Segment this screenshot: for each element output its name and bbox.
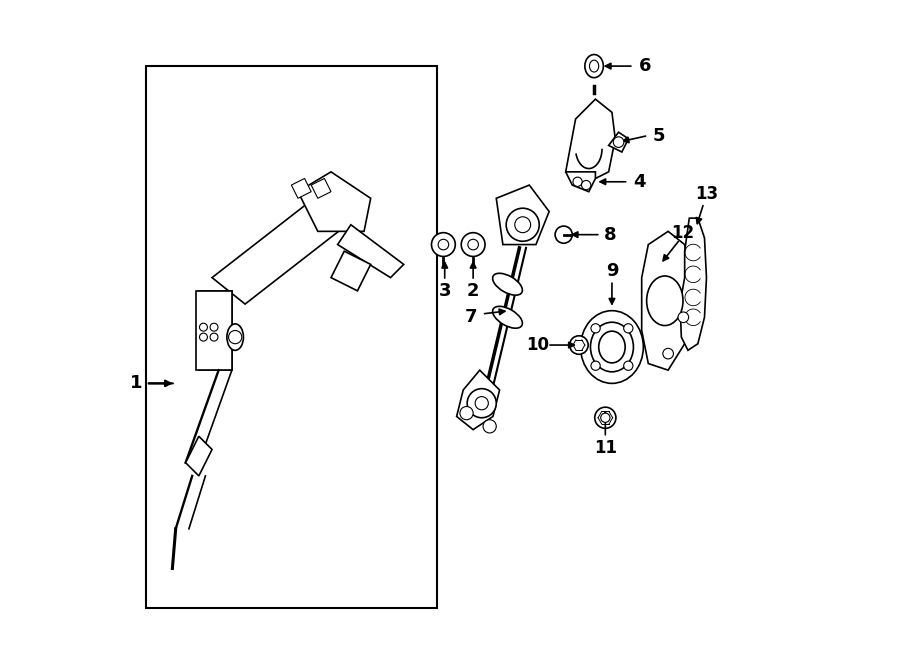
Circle shape: [591, 324, 600, 333]
Text: 3: 3: [438, 282, 451, 300]
Circle shape: [573, 177, 582, 186]
Circle shape: [210, 323, 218, 331]
Ellipse shape: [646, 276, 683, 326]
Polygon shape: [212, 185, 364, 304]
Text: 9: 9: [606, 262, 618, 280]
Polygon shape: [338, 225, 404, 278]
Polygon shape: [199, 291, 232, 370]
Circle shape: [467, 389, 496, 418]
Text: 2: 2: [467, 282, 480, 300]
Polygon shape: [311, 178, 331, 198]
Circle shape: [595, 407, 616, 428]
Polygon shape: [496, 185, 549, 245]
Circle shape: [200, 333, 207, 341]
Polygon shape: [608, 132, 628, 152]
Polygon shape: [456, 370, 500, 430]
Circle shape: [600, 413, 610, 422]
Polygon shape: [566, 99, 616, 178]
Ellipse shape: [590, 60, 598, 72]
Text: 11: 11: [594, 439, 616, 457]
Circle shape: [555, 226, 572, 243]
Polygon shape: [642, 231, 691, 370]
Ellipse shape: [598, 331, 625, 363]
Polygon shape: [331, 251, 371, 291]
Polygon shape: [566, 172, 596, 192]
Circle shape: [624, 361, 633, 370]
Circle shape: [229, 330, 242, 344]
Circle shape: [591, 361, 600, 370]
Circle shape: [460, 407, 473, 420]
Circle shape: [515, 217, 531, 233]
Circle shape: [431, 233, 455, 256]
Ellipse shape: [492, 273, 522, 295]
Text: 5: 5: [652, 126, 665, 145]
Text: 6: 6: [639, 57, 652, 75]
Text: 4: 4: [633, 173, 645, 191]
Text: 1: 1: [130, 374, 142, 393]
Ellipse shape: [585, 55, 603, 78]
Bar: [146, 66, 436, 608]
Circle shape: [475, 397, 489, 410]
Circle shape: [570, 336, 588, 354]
Ellipse shape: [492, 306, 522, 329]
Text: 13: 13: [695, 185, 718, 204]
Circle shape: [506, 208, 539, 241]
Circle shape: [200, 323, 207, 331]
Circle shape: [468, 239, 479, 250]
Ellipse shape: [227, 324, 243, 350]
Polygon shape: [185, 436, 212, 476]
Circle shape: [613, 137, 624, 147]
Circle shape: [438, 239, 449, 250]
Polygon shape: [298, 172, 371, 231]
Circle shape: [581, 180, 590, 190]
Ellipse shape: [590, 323, 634, 371]
Circle shape: [624, 324, 633, 333]
Text: 7: 7: [465, 308, 477, 327]
Circle shape: [483, 420, 496, 433]
Circle shape: [210, 333, 218, 341]
Circle shape: [678, 312, 688, 323]
Polygon shape: [680, 218, 706, 350]
Ellipse shape: [580, 311, 644, 383]
Polygon shape: [292, 178, 311, 198]
Circle shape: [662, 348, 673, 359]
Text: 8: 8: [604, 225, 617, 244]
Circle shape: [461, 233, 485, 256]
Text: 12: 12: [671, 223, 694, 242]
Bar: [195, 291, 232, 370]
Text: 10: 10: [526, 336, 549, 354]
